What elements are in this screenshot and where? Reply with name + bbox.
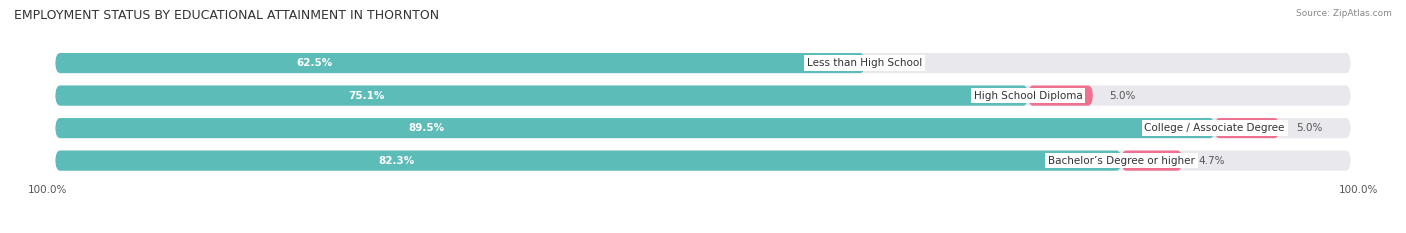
FancyBboxPatch shape bbox=[1215, 118, 1279, 138]
Text: 4.7%: 4.7% bbox=[1199, 156, 1225, 166]
Text: 100.0%: 100.0% bbox=[28, 185, 67, 195]
Text: Less than High School: Less than High School bbox=[807, 58, 922, 68]
Text: Source: ZipAtlas.com: Source: ZipAtlas.com bbox=[1296, 9, 1392, 18]
FancyBboxPatch shape bbox=[55, 151, 1351, 171]
Text: High School Diploma: High School Diploma bbox=[974, 91, 1083, 101]
FancyBboxPatch shape bbox=[55, 118, 1215, 138]
Text: EMPLOYMENT STATUS BY EDUCATIONAL ATTAINMENT IN THORNTON: EMPLOYMENT STATUS BY EDUCATIONAL ATTAINM… bbox=[14, 9, 439, 22]
Text: 100.0%: 100.0% bbox=[1339, 185, 1378, 195]
Text: 62.5%: 62.5% bbox=[297, 58, 333, 68]
FancyBboxPatch shape bbox=[55, 118, 1351, 138]
FancyBboxPatch shape bbox=[55, 151, 1122, 171]
Text: 82.3%: 82.3% bbox=[378, 156, 415, 166]
FancyBboxPatch shape bbox=[1122, 151, 1182, 171]
Text: 0.0%: 0.0% bbox=[882, 58, 908, 68]
FancyBboxPatch shape bbox=[55, 86, 1351, 106]
FancyBboxPatch shape bbox=[55, 53, 1351, 73]
Text: 5.0%: 5.0% bbox=[1109, 91, 1136, 101]
FancyBboxPatch shape bbox=[55, 53, 865, 73]
Text: Bachelor’s Degree or higher: Bachelor’s Degree or higher bbox=[1047, 156, 1195, 166]
Text: 5.0%: 5.0% bbox=[1296, 123, 1322, 133]
FancyBboxPatch shape bbox=[55, 86, 1028, 106]
FancyBboxPatch shape bbox=[1028, 86, 1092, 106]
Text: 89.5%: 89.5% bbox=[408, 123, 444, 133]
Text: College / Associate Degree: College / Associate Degree bbox=[1144, 123, 1285, 133]
Text: 75.1%: 75.1% bbox=[349, 91, 385, 101]
